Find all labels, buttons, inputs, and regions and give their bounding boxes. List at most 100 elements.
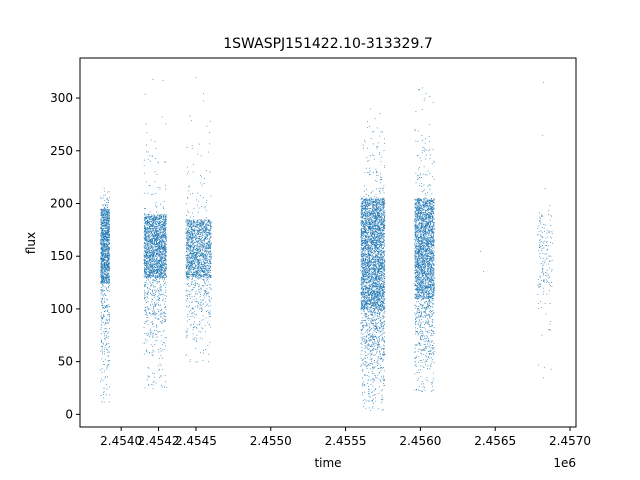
data-point [199, 296, 201, 297]
data-point [104, 315, 106, 317]
data-point [187, 197, 189, 199]
data-point [102, 271, 103, 273]
data-point [101, 274, 103, 276]
data-point [207, 269, 209, 271]
data-point [100, 266, 102, 268]
data-point [162, 262, 164, 264]
data-point [157, 261, 159, 263]
data-point [145, 236, 147, 238]
data-point [159, 218, 160, 220]
data-point [162, 215, 164, 217]
data-point [197, 274, 199, 275]
data-point [104, 209, 106, 211]
data-point [198, 301, 199, 303]
data-point [108, 246, 110, 248]
data-point [106, 232, 108, 234]
data-point [199, 255, 200, 257]
data-point [154, 286, 156, 288]
data-point [210, 244, 212, 246]
data-point [105, 243, 107, 245]
data-point [203, 285, 205, 287]
data-point [150, 254, 151, 256]
data-point [190, 256, 192, 258]
data-point [207, 281, 209, 283]
data-point [106, 242, 108, 244]
data-point [192, 226, 194, 227]
data-point [108, 260, 110, 262]
data-point [101, 225, 103, 227]
data-point [105, 225, 107, 226]
data-point [148, 274, 150, 276]
data-point [102, 219, 104, 221]
data-point [195, 269, 197, 271]
data-point [204, 259, 206, 261]
data-point [150, 293, 151, 294]
data-point [203, 93, 205, 94]
data-point [205, 270, 207, 272]
data-point [153, 350, 155, 352]
data-point [187, 250, 189, 252]
data-point [192, 241, 193, 242]
data-point [148, 385, 150, 386]
data-point [153, 306, 155, 308]
data-point [162, 236, 164, 238]
data-point [153, 256, 155, 258]
data-point [145, 272, 147, 274]
data-point [102, 261, 103, 263]
data-point [144, 290, 145, 292]
data-point [151, 272, 152, 273]
data-point [148, 223, 150, 225]
data-point [102, 272, 104, 274]
data-point [161, 273, 163, 275]
data-point [206, 279, 208, 280]
data-point [163, 222, 165, 224]
data-point [196, 301, 197, 302]
data-point [207, 293, 209, 295]
data-point [187, 173, 188, 175]
data-point [101, 260, 103, 262]
data-point [100, 269, 102, 271]
data-point [104, 267, 106, 269]
data-point [105, 230, 107, 232]
data-point [148, 234, 150, 236]
data-point [161, 227, 163, 229]
data-point [207, 273, 209, 275]
data-point [144, 172, 145, 174]
data-point [158, 233, 160, 235]
data-point [196, 265, 198, 266]
data-point [206, 247, 208, 249]
data-point [108, 286, 109, 288]
data-point [154, 245, 156, 247]
data-point [209, 287, 211, 289]
data-point [195, 249, 196, 251]
data-point [147, 151, 149, 153]
data-point [186, 147, 188, 148]
data-point [153, 249, 155, 251]
data-point [150, 259, 152, 261]
data-point [207, 225, 209, 226]
data-point [152, 235, 154, 237]
data-point [161, 221, 162, 223]
data-point [101, 267, 103, 268]
data-point [153, 270, 154, 272]
data-point [157, 257, 158, 258]
data-point [100, 257, 102, 258]
data-point [108, 218, 110, 219]
data-point [108, 220, 110, 222]
data-point [206, 244, 208, 246]
data-point [154, 241, 155, 243]
data-point [105, 231, 107, 233]
data-point [104, 264, 105, 266]
data-point [143, 224, 145, 226]
data-point [200, 304, 202, 306]
data-point [105, 274, 107, 276]
data-point [107, 234, 109, 235]
data-point [104, 207, 105, 208]
data-point [146, 306, 148, 308]
data-point [210, 226, 212, 228]
data-point [155, 218, 157, 220]
data-point [191, 281, 193, 283]
data-point [156, 236, 157, 238]
data-point [100, 257, 102, 259]
data-point [101, 302, 103, 304]
